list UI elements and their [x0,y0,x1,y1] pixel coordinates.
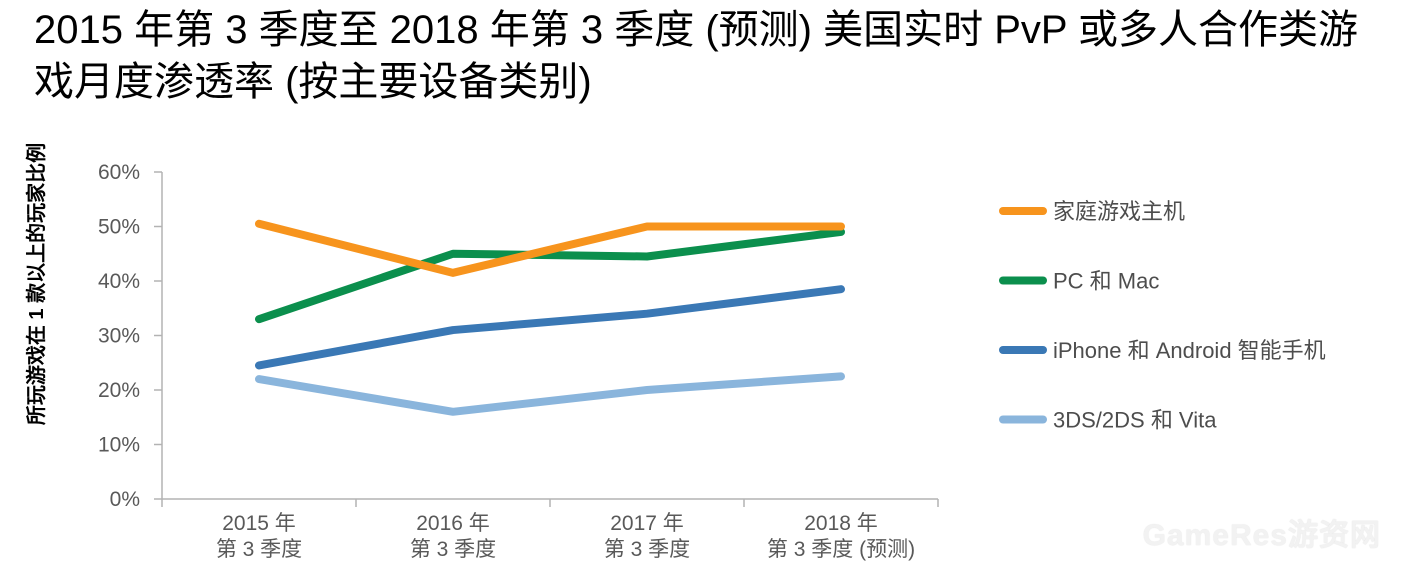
y-tick-label: 10% [98,434,140,457]
series-line [255,219,845,277]
y-tick-label: 50% [98,216,140,239]
watermark: GameRes游资网 [1142,519,1381,552]
series-line [255,227,845,324]
y-tick-label: 20% [98,379,140,402]
x-tick-label: 2015 年第 3 季度 [216,512,302,561]
legend-label: 家庭游戏主机 [1053,199,1185,224]
y-tick-label: 30% [98,325,140,348]
y-tick-label: 0% [110,488,140,511]
y-tick-label: 40% [98,270,140,293]
legend-label: 3DS/2DS 和 Vita [1053,408,1217,433]
chart-title: 2015 年第 3 季度至 2018 年第 3 季度 (预测) 美国实时 PvP… [34,8,1358,104]
legend-label: iPhone 和 Android 智能手机 [1053,338,1326,363]
series-line [255,372,845,416]
legend-label: PC 和 Mac [1053,269,1159,294]
x-tick-label: 2017 年第 3 季度 [604,512,690,561]
x-tick-label: 2016 年第 3 季度 [410,512,496,561]
series-line [255,285,845,370]
x-tick-label: 2018 年第 3 季度 (预测) [767,512,915,561]
y-tick-label: 60% [98,161,140,184]
